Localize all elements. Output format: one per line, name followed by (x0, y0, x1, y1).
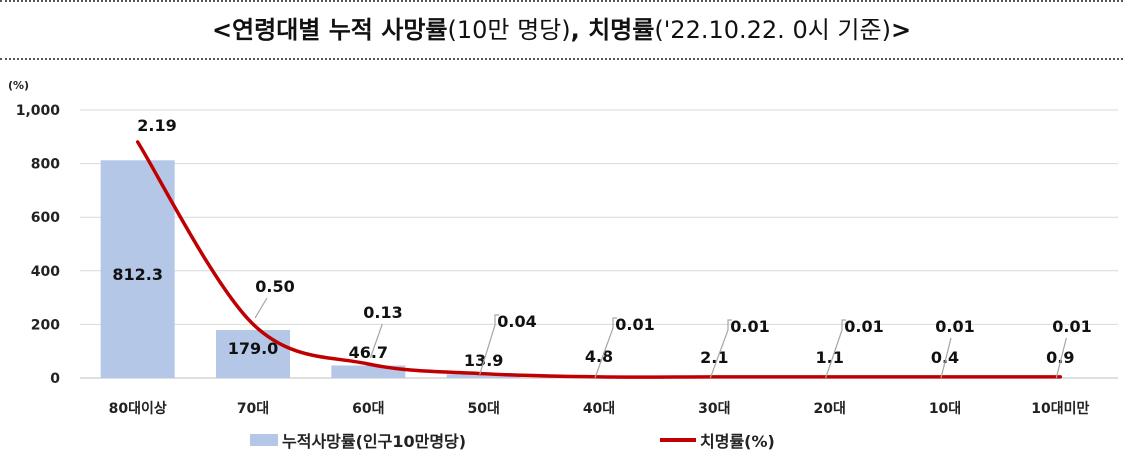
title-dotted-rule (0, 58, 1123, 60)
legend-bar-swatch (250, 434, 278, 446)
y-axis-ticks: 0 200 400 600 800 1,000 (16, 103, 61, 387)
bar-series (100, 160, 1098, 378)
y-tick-label: 600 (31, 210, 60, 226)
chart-title: <연령대별 누적 사망률(10만 명당), 치명률('22.10.22. 0시 … (0, 10, 1123, 45)
label-leader-line (594, 317, 617, 379)
x-category-label: 10대미만 (1031, 401, 1089, 417)
y-tick-label: 200 (31, 317, 60, 333)
legend-item-line: 치명률(%) (660, 428, 775, 452)
title-part-4: ('22.10.22. 0시 기준) (654, 16, 891, 44)
top-dotted-rule (0, 0, 1123, 2)
bar-value-label: 179.0 (228, 339, 279, 358)
label-leader-line (369, 323, 383, 359)
label-leader-line (1055, 337, 1067, 379)
x-category-label: 50대 (467, 401, 499, 417)
title-part-5: > (890, 16, 912, 44)
title-part-1: <연령대별 누적 사망률 (211, 16, 448, 44)
fatality-value-label: 2.19 (137, 116, 176, 135)
label-leader-line (479, 314, 499, 375)
y-tick-label: 1,000 (16, 103, 61, 119)
fatality-line (135, 140, 1063, 379)
title-part-2: (10만 명당) (447, 16, 571, 44)
fatality-value-label: 0.01 (1052, 317, 1091, 336)
fatality-line-series (135, 140, 1063, 379)
bar-value-label: 4.8 (585, 347, 613, 366)
x-category-label: 10대 (929, 401, 961, 417)
bar (446, 374, 521, 378)
fatality-value-label: 0.01 (730, 317, 769, 336)
x-category-label: 80대이상 (109, 400, 167, 417)
fatality-value-label: 0.50 (255, 277, 294, 296)
x-category-label: 30대 (698, 401, 730, 417)
y-tick-label: 400 (31, 264, 60, 280)
legend: 누적사망률(인구10만명당) 치명률(%) (0, 428, 1123, 452)
bar-value-label: 2.1 (700, 348, 728, 367)
bar-value-label: 0.4 (931, 348, 959, 367)
legend-bar-label: 누적사망률(인구10만명당) (282, 432, 467, 451)
x-category-label: 60대 (352, 401, 384, 417)
bar (100, 160, 175, 378)
bar (216, 330, 290, 378)
fatality-value-label: 0.01 (935, 317, 974, 336)
label-leader-line (940, 337, 952, 379)
legend-item-bar: 누적사망률(인구10만명당) (250, 428, 466, 452)
title-part-3: , 치명률 (570, 16, 655, 44)
fatality-value-label: 0.01 (615, 315, 654, 334)
fatality-value-label: 0.01 (844, 317, 883, 336)
line-value-labels: 2.19 0.50 0.13 0.04 0.01 0.01 0.01 0.01 0.01 (137, 116, 1091, 336)
legend-line-label: 치명률(%) (700, 432, 775, 451)
x-category-label: 20대 (813, 401, 845, 417)
bar-value-label: 1.1 (815, 348, 843, 367)
y-tick-label: 800 (31, 157, 60, 173)
legend-line-swatch (660, 438, 696, 442)
y-tick-label: 0 (50, 371, 60, 387)
line-label-leaders (254, 297, 1067, 379)
label-leader-line (825, 319, 846, 379)
label-leader-line (709, 319, 732, 379)
x-category-label: 70대 (237, 401, 269, 417)
fatality-value-label: 0.13 (363, 303, 402, 322)
bar-value-label: 46.7 (349, 343, 388, 362)
bar-value-label: 812.3 (112, 265, 163, 284)
y-unit-label: (%) (8, 79, 29, 92)
label-leader-line (254, 297, 268, 319)
x-category-label: 40대 (583, 401, 615, 417)
fatality-value-label: 0.04 (497, 312, 536, 331)
x-axis-categories: 80대이상 70대 60대 50대 40대 30대 20대 10대 10대미만 (109, 400, 1090, 417)
bar-value-label: 0.9 (1046, 348, 1074, 367)
